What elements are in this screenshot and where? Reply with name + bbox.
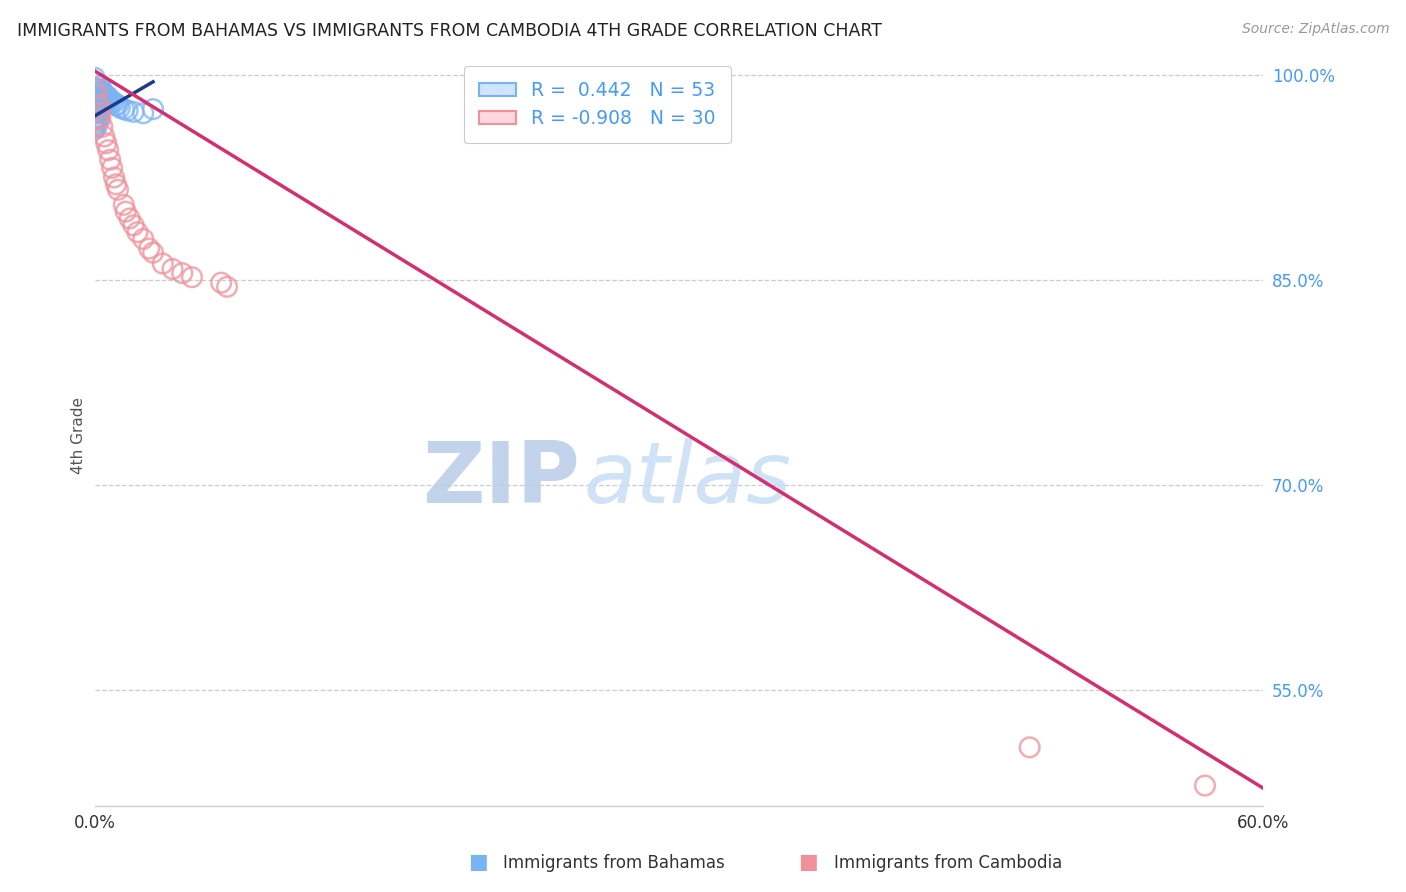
Point bbox=[83, 88, 105, 103]
Point bbox=[83, 112, 105, 126]
Point bbox=[172, 266, 194, 280]
Point bbox=[91, 90, 114, 104]
Point bbox=[86, 102, 108, 116]
Point bbox=[138, 242, 160, 256]
Text: ZIP: ZIP bbox=[422, 438, 579, 521]
Point bbox=[86, 106, 108, 120]
Point bbox=[91, 95, 114, 110]
Point bbox=[101, 95, 124, 110]
Point bbox=[96, 136, 118, 151]
Point bbox=[96, 88, 118, 103]
Point bbox=[87, 95, 110, 110]
Point bbox=[89, 106, 111, 120]
Y-axis label: 4th Grade: 4th Grade bbox=[72, 397, 86, 474]
Point bbox=[86, 88, 108, 103]
Legend: R =  0.442   N = 53, R = -0.908   N = 30: R = 0.442 N = 53, R = -0.908 N = 30 bbox=[464, 66, 731, 144]
Point bbox=[87, 113, 110, 128]
Point bbox=[209, 276, 232, 290]
Point bbox=[152, 256, 174, 270]
Point bbox=[97, 90, 120, 104]
Point bbox=[83, 70, 105, 85]
Point bbox=[93, 87, 115, 102]
Text: atlas: atlas bbox=[583, 438, 792, 521]
Point bbox=[1018, 740, 1040, 755]
Point bbox=[87, 109, 110, 123]
Point bbox=[112, 198, 135, 212]
Point bbox=[86, 116, 108, 130]
Point bbox=[89, 78, 111, 93]
Point bbox=[107, 183, 129, 197]
Point bbox=[87, 81, 110, 95]
Point bbox=[83, 75, 105, 89]
Point bbox=[132, 232, 155, 246]
Point bbox=[83, 81, 105, 95]
Point bbox=[101, 161, 124, 175]
Point bbox=[105, 98, 128, 112]
Point bbox=[86, 88, 108, 103]
Point bbox=[83, 106, 105, 120]
Text: Source: ZipAtlas.com: Source: ZipAtlas.com bbox=[1241, 22, 1389, 37]
Point bbox=[97, 95, 120, 110]
Point bbox=[83, 95, 105, 110]
Text: IMMIGRANTS FROM BAHAMAS VS IMMIGRANTS FROM CAMBODIA 4TH GRADE CORRELATION CHART: IMMIGRANTS FROM BAHAMAS VS IMMIGRANTS FR… bbox=[17, 22, 882, 40]
Point bbox=[1194, 779, 1216, 793]
Point bbox=[89, 94, 111, 108]
Point bbox=[97, 143, 120, 157]
Point bbox=[89, 88, 111, 103]
Point bbox=[98, 93, 121, 107]
Point bbox=[86, 120, 108, 134]
Point bbox=[86, 93, 108, 107]
Point bbox=[87, 86, 110, 100]
Point bbox=[87, 98, 110, 112]
Point bbox=[87, 99, 110, 113]
Point bbox=[105, 178, 128, 192]
Point bbox=[114, 204, 136, 219]
Point bbox=[103, 95, 125, 110]
Point bbox=[117, 103, 139, 118]
Point bbox=[83, 102, 105, 116]
Point bbox=[103, 170, 125, 185]
Point bbox=[181, 270, 204, 285]
Point bbox=[118, 211, 141, 226]
Point bbox=[91, 120, 114, 134]
Point bbox=[89, 112, 111, 126]
Point bbox=[87, 103, 110, 118]
Point bbox=[142, 102, 165, 116]
Point bbox=[86, 81, 108, 95]
Point bbox=[162, 262, 184, 277]
Point bbox=[86, 112, 108, 126]
Point bbox=[122, 104, 145, 119]
Point bbox=[107, 98, 129, 112]
Point bbox=[89, 83, 111, 97]
Point bbox=[83, 122, 105, 136]
Point bbox=[86, 86, 108, 100]
Point bbox=[215, 280, 238, 294]
Point bbox=[87, 90, 110, 104]
Point bbox=[96, 94, 118, 108]
Point bbox=[122, 219, 145, 233]
Point bbox=[83, 119, 105, 133]
Point bbox=[142, 245, 165, 260]
Text: ■: ■ bbox=[799, 853, 818, 872]
Text: Immigrants from Bahamas: Immigrants from Bahamas bbox=[503, 855, 725, 872]
Point bbox=[93, 93, 115, 107]
Point bbox=[86, 98, 108, 112]
Point bbox=[112, 102, 135, 116]
Point bbox=[91, 84, 114, 98]
Point bbox=[132, 106, 155, 120]
Point bbox=[98, 153, 121, 167]
Text: ■: ■ bbox=[468, 853, 488, 872]
Point bbox=[83, 81, 105, 95]
Point bbox=[127, 225, 149, 239]
Point bbox=[108, 101, 131, 115]
Point bbox=[89, 99, 111, 113]
Point bbox=[93, 129, 115, 144]
Text: Immigrants from Cambodia: Immigrants from Cambodia bbox=[834, 855, 1062, 872]
